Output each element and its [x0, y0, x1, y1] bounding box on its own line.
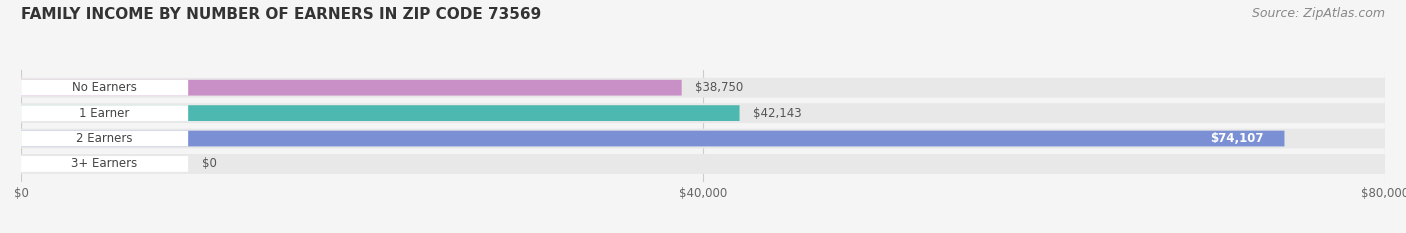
Text: 2 Earners: 2 Earners [76, 132, 134, 145]
Text: 1 Earner: 1 Earner [79, 107, 129, 120]
Text: No Earners: No Earners [72, 81, 136, 94]
FancyBboxPatch shape [21, 78, 1385, 98]
FancyBboxPatch shape [21, 80, 682, 96]
FancyBboxPatch shape [21, 131, 188, 146]
FancyBboxPatch shape [21, 103, 1385, 123]
FancyBboxPatch shape [21, 156, 188, 172]
Text: $74,107: $74,107 [1211, 132, 1264, 145]
FancyBboxPatch shape [21, 129, 1385, 148]
FancyBboxPatch shape [21, 80, 188, 96]
FancyBboxPatch shape [21, 105, 188, 121]
Text: 3+ Earners: 3+ Earners [72, 158, 138, 171]
Text: FAMILY INCOME BY NUMBER OF EARNERS IN ZIP CODE 73569: FAMILY INCOME BY NUMBER OF EARNERS IN ZI… [21, 7, 541, 22]
FancyBboxPatch shape [21, 105, 740, 121]
Text: $0: $0 [202, 158, 217, 171]
FancyBboxPatch shape [21, 154, 1385, 174]
Text: $38,750: $38,750 [696, 81, 744, 94]
Text: $42,143: $42,143 [754, 107, 801, 120]
FancyBboxPatch shape [21, 131, 1285, 146]
Text: Source: ZipAtlas.com: Source: ZipAtlas.com [1251, 7, 1385, 20]
